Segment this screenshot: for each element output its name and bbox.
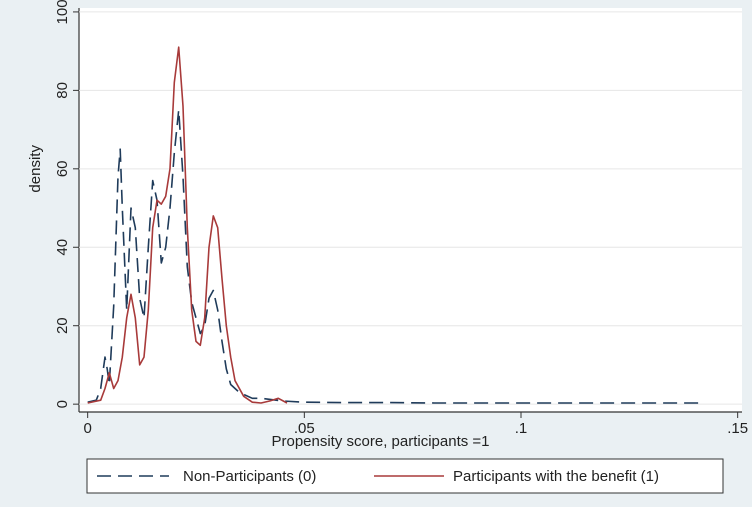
legend-label-1: Participants with the benefit (1) (453, 468, 659, 485)
series-line-1 (87, 46, 288, 404)
y-tick-label: 60 (54, 160, 71, 177)
legend-label-0: Non-Participants (0) (183, 468, 316, 485)
y-tick-label: 40 (54, 239, 71, 256)
x-tick-label: .15 (727, 420, 748, 437)
grid (79, 11, 742, 405)
x-tick-label: .1 (515, 420, 528, 437)
y-tick-label: 0 (54, 400, 71, 408)
y-tick-label: 100 (54, 0, 71, 24)
axes: 0 20 40 60 80 100 0 .05 .1 .15 (54, 0, 748, 437)
series-layer (87, 46, 703, 404)
legend: Non-Participants (0) Participants with th… (86, 458, 724, 494)
y-tick-label: 80 (54, 82, 71, 99)
plot-area (79, 8, 742, 412)
x-tick-label: .05 (294, 420, 315, 437)
legend-box (86, 458, 724, 494)
y-tick-label: 20 (54, 317, 71, 334)
x-tick-label: 0 (83, 420, 91, 437)
y-axis-label: density (27, 145, 44, 193)
x-axis-label: Propensity score, participants =1 (271, 433, 489, 450)
